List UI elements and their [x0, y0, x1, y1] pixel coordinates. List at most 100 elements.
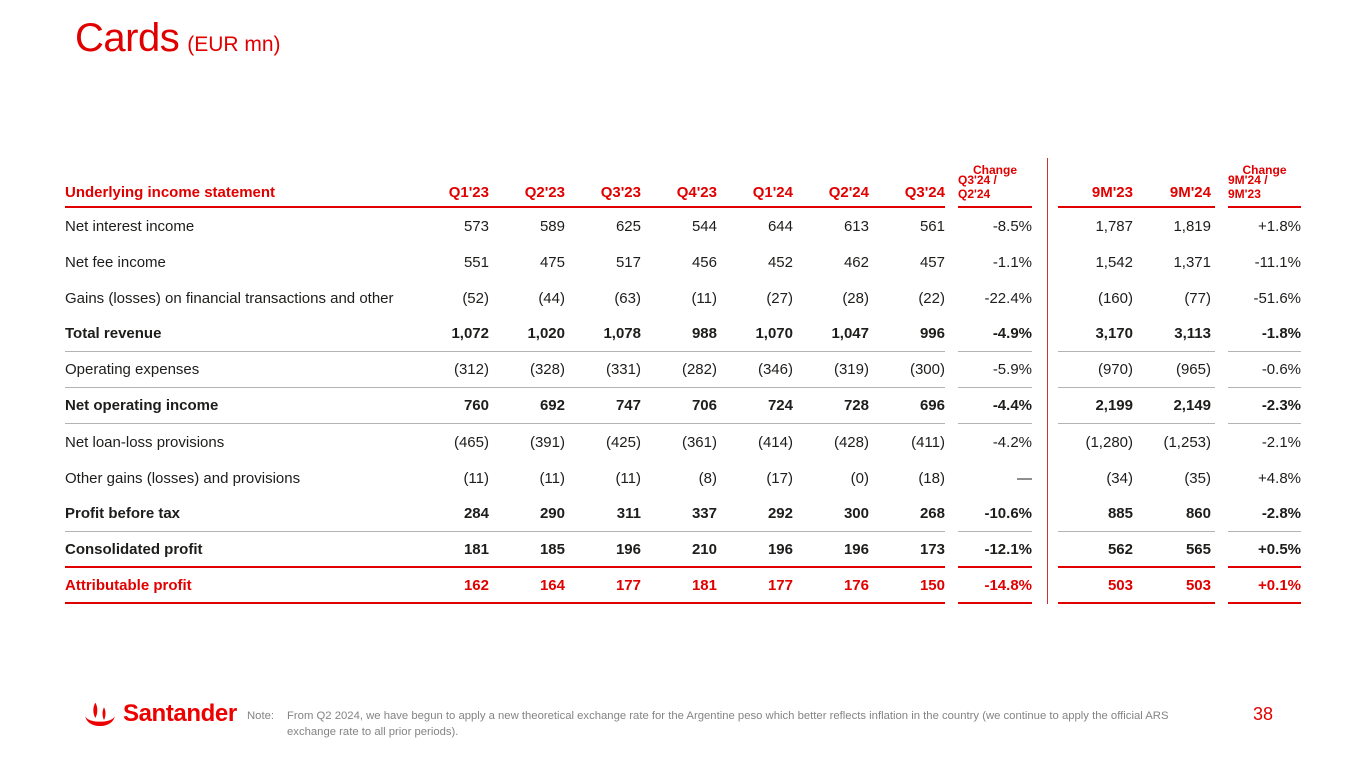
spacer — [945, 158, 958, 180]
cell-quarter-value-text: 164 — [539, 576, 565, 594]
spacer — [65, 158, 945, 180]
cell-quarter-value-text: (11) — [539, 469, 565, 487]
cell-quarter-value-text: 185 — [539, 540, 565, 558]
cell-quarter-value-text: (328) — [529, 361, 565, 378]
cell-quarter-value: (361) — [641, 424, 717, 460]
cell-change-9m-text: +4.8% — [1258, 469, 1301, 487]
cell-quarter-value-text: 290 — [539, 505, 565, 522]
cell-quarter-value-text: 284 — [463, 505, 489, 522]
cell-quarter-value-text: (0) — [850, 469, 869, 487]
cell-9m-value: 2,199 — [1058, 388, 1133, 423]
cell-quarter-value-text: 644 — [767, 217, 793, 235]
cell-9m-value-text: 1,542 — [1095, 253, 1133, 271]
cell-change-q: -4.2% — [958, 424, 1032, 460]
cell-quarter-value: (63) — [565, 280, 641, 316]
spacer — [945, 388, 958, 424]
cell-quarter-value: (331) — [565, 352, 641, 387]
row-label: Profit before tax — [65, 496, 413, 531]
row-group-9m: (34) (35) — [1058, 460, 1215, 496]
cell-quarter-value-text: (28) — [842, 289, 869, 307]
cell-quarter-value-text: 1,072 — [451, 325, 489, 342]
cell-9m-value-text: 885 — [1107, 505, 1133, 522]
cell-change-9m-text: -2.1% — [1261, 433, 1301, 451]
cell-quarter-value-text: (346) — [757, 361, 793, 378]
header-quarter-text: Q1'24 — [752, 184, 793, 201]
row-label: Operating expenses — [65, 352, 413, 387]
cell-quarter-value: (44) — [489, 280, 565, 316]
cell-quarter-value-text: 292 — [767, 505, 793, 522]
cell-quarter-value: 173 — [869, 532, 945, 566]
cell-9m-value-text: 1,371 — [1173, 253, 1211, 271]
cell-quarter-value: (11) — [489, 460, 565, 496]
row-label-text: Net fee income — [65, 253, 166, 271]
header-quarter: Q1'23 — [413, 180, 489, 206]
income-statement-table: Change Change Underlying income statemen… — [65, 158, 1301, 604]
cell-quarter-value-text: 573 — [463, 217, 489, 235]
header-quarter-text: Q3'23 — [600, 184, 641, 201]
spacer — [945, 352, 958, 388]
cell-quarter-value: (17) — [717, 460, 793, 496]
cell-quarter-value: 696 — [869, 388, 945, 423]
row-label-text: Gains (losses) on financial transactions… — [65, 289, 394, 307]
cell-quarter-value: (414) — [717, 424, 793, 460]
cell-quarter-value: (312) — [413, 352, 489, 387]
cell-quarter-value-text: 181 — [463, 540, 489, 558]
row-label-text: Profit before tax — [65, 505, 181, 522]
cell-9m-value-text: 3,113 — [1174, 325, 1211, 342]
cell-change-9m: -1.8% — [1228, 316, 1301, 352]
cell-quarter-value: 573 — [413, 208, 489, 244]
cell-quarter-value-text: (8) — [698, 469, 717, 487]
cell-quarter-value-text: (300) — [909, 361, 945, 378]
cell-quarter-value: (319) — [793, 352, 869, 387]
cell-9m-value: (1,253) — [1133, 424, 1215, 460]
cell-change-q-text: -22.4% — [984, 289, 1032, 307]
table-divider — [1047, 158, 1048, 604]
cell-quarter-value-text: 337 — [691, 505, 717, 522]
cell-quarter-value: (346) — [717, 352, 793, 387]
cell-quarter-value: 1,020 — [489, 316, 565, 351]
cell-quarter-value: 196 — [793, 532, 869, 566]
row-group-9m: 3,170 3,113 — [1058, 316, 1215, 352]
row-group-quarters: Total revenue 1,072 1,020 1,078 988 1,070 1,04… — [65, 316, 945, 352]
cell-quarter-value-text: (361) — [681, 433, 717, 451]
header-group-quarters: Underlying income statement Q1'23 Q2'23 Q3… — [65, 180, 945, 208]
row-group-quarters: Net operating income 760 692 747 706 724 728 69… — [65, 388, 945, 424]
cell-quarter-value-text: 462 — [843, 253, 869, 271]
spacer — [1032, 460, 1058, 496]
header-9m-col-text: 9M'24 — [1169, 184, 1211, 201]
row-group-9m: 1,542 1,371 — [1058, 244, 1215, 280]
spacer — [1032, 244, 1058, 280]
cell-quarter-value-text: 517 — [615, 253, 641, 271]
row-group-9m: 503 503 — [1058, 568, 1215, 604]
table-row: Operating expenses (312) (328) (331) (282) (3… — [65, 352, 1301, 388]
cell-change-9m-text: +1.8% — [1258, 217, 1301, 235]
cell-change-q: -4.4% — [958, 388, 1032, 424]
cell-quarter-value-text: 162 — [463, 576, 489, 594]
header-9m-col: 9M'23 — [1058, 180, 1133, 206]
cell-quarter-value: 644 — [717, 208, 793, 244]
spacer — [945, 496, 958, 532]
cell-change-q: -1.1% — [958, 244, 1032, 280]
cell-change-9m: -0.6% — [1228, 352, 1301, 388]
cell-quarter-value-text: (282) — [681, 361, 717, 378]
cell-quarter-value: 311 — [565, 496, 641, 531]
header-quarter: Q4'23 — [641, 180, 717, 206]
cell-quarter-value: (300) — [869, 352, 945, 387]
header-quarter: Q2'23 — [489, 180, 565, 206]
footnote-label: Note: — [247, 710, 275, 722]
cell-quarter-value-text: 196 — [843, 540, 869, 558]
cell-quarter-value: 150 — [869, 568, 945, 602]
cell-quarter-value: 337 — [641, 496, 717, 531]
cell-quarter-value: (428) — [793, 424, 869, 460]
cell-quarter-value-text: 728 — [843, 397, 869, 414]
cell-9m-value: 1,371 — [1133, 244, 1215, 280]
cell-quarter-value-text: 1,047 — [831, 325, 869, 342]
spacer — [1215, 280, 1228, 316]
row-group-9m: 562 565 — [1058, 532, 1215, 568]
cell-change-9m-text: -2.8% — [1261, 505, 1301, 522]
header-quarter: Q3'24 — [869, 180, 945, 206]
cell-quarter-value: 462 — [793, 244, 869, 280]
cell-quarter-value-text: (411) — [911, 433, 945, 451]
cell-change-q-text: -5.9% — [992, 361, 1032, 378]
spacer — [1032, 568, 1058, 604]
